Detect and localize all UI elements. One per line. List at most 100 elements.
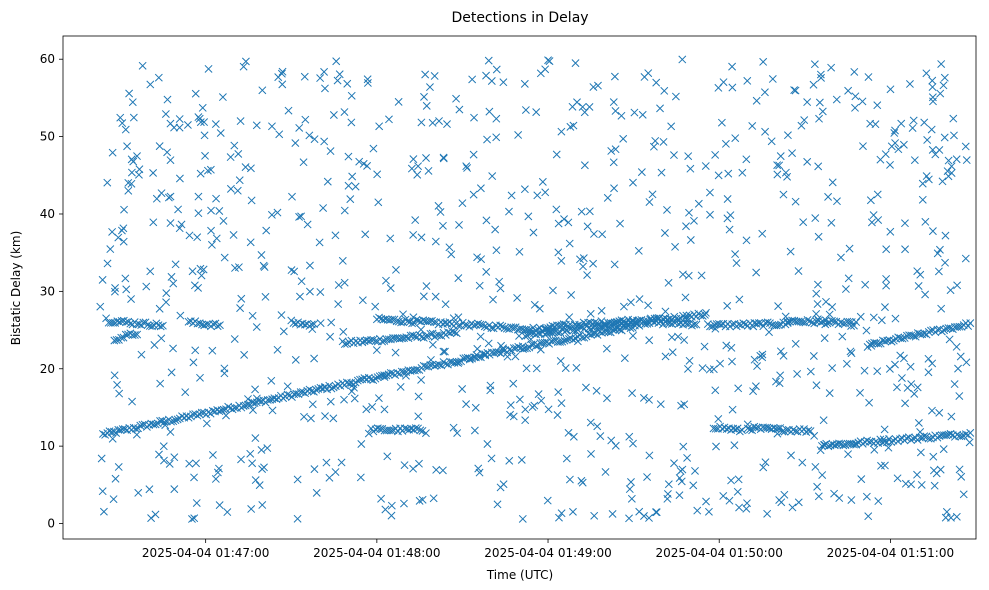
data-point bbox=[142, 282, 151, 291]
data-point bbox=[321, 84, 329, 93]
data-point bbox=[257, 397, 266, 406]
data-point bbox=[569, 335, 578, 344]
data-point bbox=[194, 192, 203, 201]
data-point bbox=[387, 426, 396, 435]
data-point bbox=[143, 321, 152, 329]
data-point bbox=[957, 432, 966, 441]
data-point bbox=[174, 205, 183, 214]
data-point bbox=[667, 333, 676, 342]
data-point bbox=[329, 414, 338, 423]
data-point bbox=[806, 427, 815, 436]
data-point bbox=[599, 320, 608, 328]
data-point bbox=[847, 349, 856, 358]
x-tick-label: 2025-04-04 01:48:00 bbox=[313, 546, 440, 560]
data-point bbox=[383, 452, 392, 461]
data-point bbox=[358, 296, 367, 305]
data-point bbox=[305, 287, 314, 296]
data-point bbox=[296, 292, 304, 301]
data-point bbox=[728, 320, 737, 329]
data-point bbox=[886, 227, 895, 236]
data-point bbox=[128, 98, 137, 107]
data-point bbox=[340, 340, 349, 349]
data-point bbox=[191, 89, 200, 98]
data-point bbox=[469, 190, 478, 199]
data-point bbox=[572, 363, 581, 372]
data-point bbox=[241, 57, 250, 66]
data-point bbox=[841, 285, 850, 294]
data-point bbox=[443, 120, 451, 129]
data-point bbox=[693, 506, 702, 515]
data-point bbox=[918, 179, 927, 188]
data-point bbox=[555, 321, 564, 330]
data-point bbox=[152, 194, 161, 203]
data-point bbox=[166, 156, 175, 165]
data-point bbox=[763, 509, 772, 518]
data-point bbox=[775, 379, 784, 388]
data-point bbox=[864, 512, 873, 521]
data-point bbox=[896, 435, 905, 444]
data-point bbox=[663, 205, 671, 214]
data-point bbox=[431, 292, 440, 301]
data-point bbox=[138, 420, 147, 429]
data-point bbox=[611, 145, 620, 154]
data-point bbox=[844, 86, 853, 95]
data-point bbox=[506, 410, 515, 419]
data-point bbox=[787, 451, 795, 460]
data-point bbox=[185, 459, 194, 468]
data-point bbox=[791, 197, 800, 206]
data-point bbox=[859, 142, 867, 151]
data-point bbox=[230, 141, 239, 150]
data-point bbox=[803, 98, 812, 107]
data-point bbox=[909, 434, 918, 443]
data-point bbox=[310, 465, 319, 474]
data-point bbox=[556, 357, 565, 365]
data-point bbox=[531, 342, 540, 351]
data-point bbox=[945, 335, 954, 344]
data-point bbox=[344, 181, 353, 190]
data-point bbox=[327, 318, 336, 327]
data-point bbox=[873, 367, 882, 376]
data-point bbox=[240, 350, 249, 359]
data-point bbox=[188, 514, 196, 523]
data-point bbox=[169, 344, 177, 353]
data-point bbox=[109, 318, 117, 327]
data-point bbox=[732, 259, 741, 268]
data-point bbox=[946, 324, 955, 333]
data-point bbox=[340, 206, 349, 215]
data-point bbox=[965, 438, 974, 447]
data-point bbox=[926, 434, 935, 443]
data-point bbox=[308, 325, 317, 334]
data-point bbox=[763, 318, 772, 327]
data-point bbox=[196, 118, 205, 127]
data-point bbox=[540, 330, 549, 339]
data-point bbox=[391, 348, 400, 357]
data-point bbox=[454, 313, 463, 322]
data-point bbox=[665, 319, 674, 328]
data-point bbox=[940, 133, 949, 142]
data-point bbox=[176, 311, 185, 320]
data-point bbox=[380, 373, 389, 381]
data-point bbox=[385, 115, 393, 124]
data-point bbox=[822, 297, 830, 306]
data-point bbox=[369, 335, 378, 344]
data-point bbox=[814, 492, 823, 501]
data-point bbox=[721, 139, 730, 148]
data-point bbox=[355, 157, 364, 166]
data-point bbox=[316, 319, 325, 328]
data-point bbox=[237, 455, 245, 464]
data-point bbox=[482, 267, 491, 276]
data-point bbox=[617, 316, 626, 325]
data-point bbox=[730, 441, 739, 450]
data-point bbox=[561, 364, 570, 373]
data-point bbox=[598, 230, 607, 239]
data-point bbox=[375, 313, 384, 322]
data-point bbox=[465, 355, 474, 364]
data-point bbox=[818, 107, 827, 116]
data-point bbox=[215, 501, 224, 510]
data-point bbox=[783, 319, 792, 328]
data-point bbox=[492, 348, 501, 357]
data-point bbox=[827, 218, 836, 227]
data-point bbox=[198, 103, 207, 112]
data-point bbox=[257, 251, 266, 259]
data-point bbox=[437, 361, 446, 370]
